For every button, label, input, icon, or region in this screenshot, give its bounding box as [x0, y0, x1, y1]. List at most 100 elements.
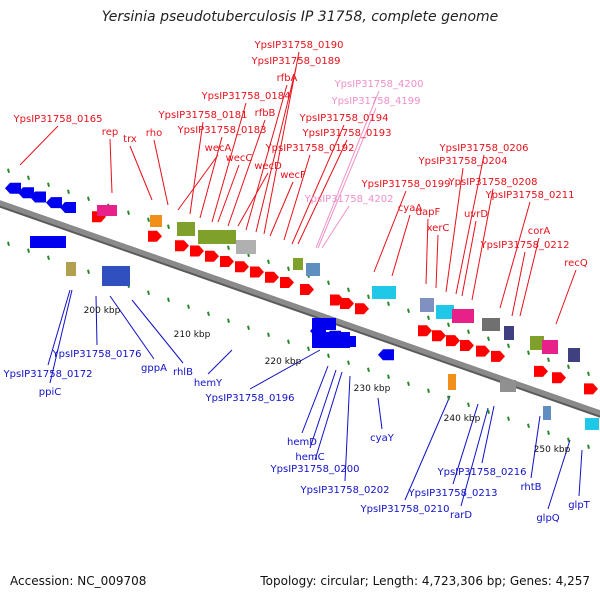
tentative-gene-label: YpsIP31758_4200: [334, 79, 424, 90]
reverse-gene-label-callout: [530, 415, 541, 479]
tick-mark-upper: [167, 224, 170, 230]
reverse-gene-label-callout: [131, 299, 184, 364]
tick-mark-lower: [27, 248, 30, 254]
forward-gene-label-callout: [455, 154, 485, 295]
reverse-gene-label-callout: [481, 405, 495, 464]
tick-mark-lower: [167, 297, 170, 303]
tick-mark-lower: [247, 325, 250, 331]
tick-mark-upper: [47, 182, 50, 188]
tick-mark-lower: [487, 409, 490, 415]
reverse-gene-label: YpsIP31758_0213: [408, 488, 498, 499]
reverse-gene-label-callout: [95, 295, 98, 346]
reverse-gene-label-callout: [249, 349, 321, 390]
tick-mark-upper: [287, 266, 290, 272]
accession-text: Accession: NC_009708: [10, 574, 147, 588]
forward-gene-label-callout: [511, 251, 526, 317]
backbone-line: [0, 200, 600, 416]
reverse-gene-label: gppA: [141, 363, 167, 374]
tick-mark-lower: [207, 311, 210, 317]
forward-gene-arrow: [265, 271, 279, 283]
feature-block: [482, 318, 500, 331]
tick-mark-upper: [267, 259, 270, 265]
forward-gene-label: YpsIP31758_0190: [254, 40, 344, 51]
forward-gene-arrow: [235, 261, 249, 273]
topology-text: Topology: circular; Length: 4,723,306 bp…: [260, 574, 590, 588]
tick-mark-lower: [587, 444, 590, 450]
tick-mark-upper: [367, 294, 370, 300]
forward-gene-label: YpsIP31758_0199: [361, 179, 451, 190]
tick-mark-lower: [7, 241, 10, 247]
forward-gene-label: YpsIP31758_0193: [302, 128, 392, 139]
reverse-gene-label-callout: [547, 439, 571, 510]
reverse-gene-label: YpsIP31758_0172: [3, 369, 93, 380]
reverse-gene-label: YpsIP31758_0176: [52, 349, 142, 360]
feature-block: [436, 305, 454, 319]
feature-block: [542, 340, 558, 354]
feature-block: [568, 348, 580, 362]
forward-gene-label-callout: [237, 172, 269, 227]
forward-gene-label-callout: [519, 237, 540, 317]
tick-mark-upper: [87, 196, 90, 202]
tick-mark-lower: [347, 360, 350, 366]
tentative-gene-label: YpsIP31758_4202: [304, 194, 394, 205]
reverse-gene-label: hemY: [194, 378, 223, 389]
forward-gene-label-callout: [373, 190, 407, 273]
forward-gene-arrow: [340, 298, 354, 309]
feature-block: [177, 222, 195, 236]
forward-gene-label-callout: [435, 234, 439, 289]
reverse-gene-label-callout: [404, 395, 451, 501]
tick-mark-lower: [387, 374, 390, 380]
forward-gene-label: corA: [528, 226, 551, 237]
reverse-gene-label-callout: [377, 397, 383, 430]
tick-mark-lower: [87, 269, 90, 275]
tick-mark-lower: [527, 423, 530, 429]
forward-gene-label: wecC: [226, 153, 253, 164]
reverse-gene-label: rarD: [450, 510, 472, 521]
feature-block: [585, 418, 599, 430]
reverse-gene-label-callout: [578, 449, 583, 497]
reverse-gene-label: cyaY: [370, 433, 395, 444]
forward-gene-label: rfbB: [255, 108, 276, 119]
reverse-gene-label: YpsIP31758_0202: [300, 485, 390, 496]
forward-gene-label: YpsIP31758_0212: [480, 240, 570, 251]
tick-mark-upper: [347, 287, 350, 293]
forward-gene-arrow: [418, 325, 432, 337]
forward-gene-arrow: [148, 230, 162, 242]
forward-gene-label-callout: [189, 121, 204, 215]
tentative-gene-label-callout: [315, 90, 380, 249]
tick-mark-lower: [407, 381, 410, 387]
forward-gene-label: dapF: [416, 207, 441, 218]
forward-gene-label: YpsIP31758_0192: [265, 143, 355, 154]
reverse-gene-arrow: [5, 182, 21, 194]
kbp-tick-label: 250 kbp: [534, 445, 571, 455]
kbp-tick-label: 220 kbp: [265, 357, 302, 367]
tick-mark-upper: [547, 357, 550, 363]
reverse-gene-arrow: [30, 191, 46, 203]
forward-gene-arrow: [300, 284, 314, 295]
forward-gene-label: recQ: [564, 258, 588, 269]
feature-block: [530, 336, 544, 350]
tick-mark-lower: [367, 367, 370, 373]
tick-mark-lower: [447, 395, 450, 401]
forward-gene-label-callout: [109, 138, 113, 194]
feature-block: [97, 205, 117, 216]
tick-mark-lower: [467, 402, 470, 408]
forward-gene-arrow: [432, 330, 446, 342]
tick-mark-lower: [507, 416, 510, 422]
feature-block: [543, 406, 551, 420]
tick-mark-upper: [427, 315, 430, 321]
forward-gene-label-callout: [297, 139, 348, 245]
feature-block: [293, 258, 303, 270]
forward-gene-arrow: [534, 365, 548, 377]
reverse-gene-block: [312, 318, 336, 330]
forward-gene-label: YpsIP31758_0165: [13, 114, 103, 125]
reverse-gene-arrow: [18, 187, 34, 199]
reverse-gene-label-callout: [309, 369, 337, 449]
forward-gene-label-callout: [129, 145, 153, 201]
feature-track: [5, 182, 599, 430]
kbp-tick-label: 210 kbp: [174, 330, 211, 340]
forward-gene-arrow: [250, 266, 264, 278]
forward-gene-label-callout: [499, 201, 531, 309]
reverse-gene-block: [312, 332, 350, 348]
reverse-gene-label: hemD: [287, 437, 317, 448]
